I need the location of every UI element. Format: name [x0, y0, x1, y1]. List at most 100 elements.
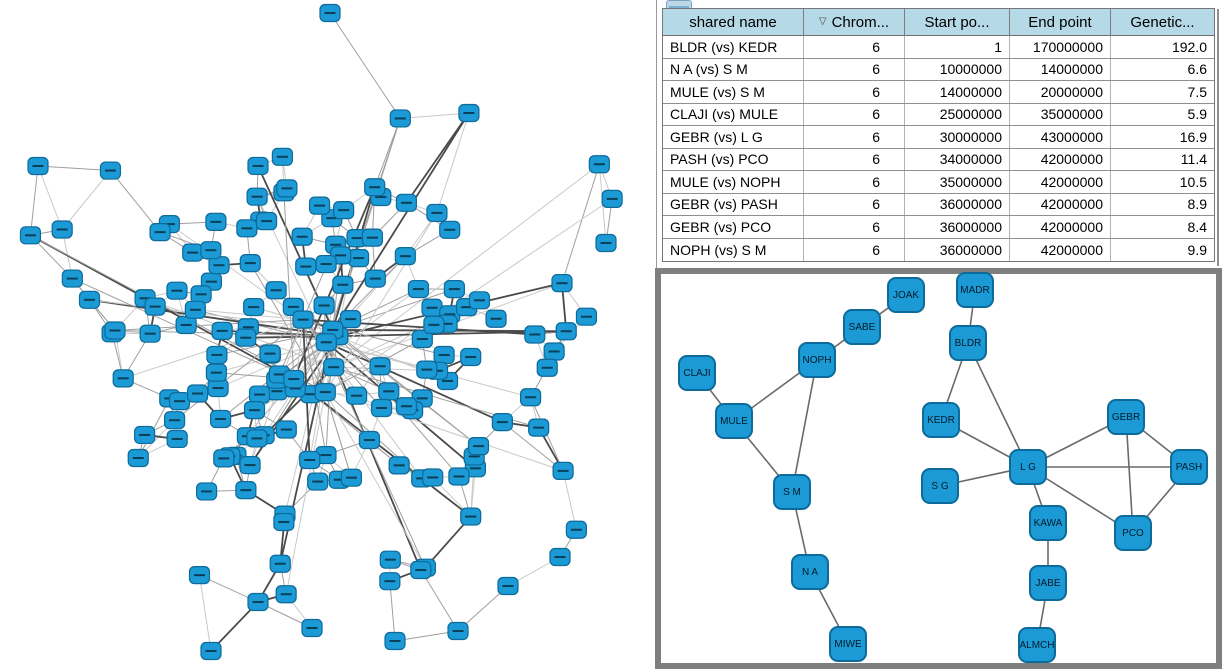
network-node[interactable]	[307, 472, 329, 491]
network-node[interactable]	[166, 429, 188, 449]
network-node[interactable]	[314, 382, 336, 402]
network-node[interactable]	[275, 420, 297, 439]
network-node[interactable]	[166, 281, 188, 300]
table-row[interactable]: GEBR (vs) PASH 6 36000000 42000000 8.9	[663, 193, 1214, 216]
table-row[interactable]: MULE (vs) S M 6 14000000 20000000 7.5	[663, 81, 1214, 104]
network-node[interactable]	[394, 247, 416, 266]
network-node[interactable]	[61, 269, 83, 288]
table-scrollbar-track[interactable]	[1217, 9, 1219, 266]
network-node[interactable]	[323, 358, 345, 377]
network-node[interactable]	[291, 227, 313, 246]
network-node[interactable]	[364, 269, 386, 288]
network-node[interactable]	[422, 468, 444, 487]
network-node[interactable]	[313, 296, 335, 315]
network-node[interactable]	[149, 223, 171, 242]
network-node[interactable]	[369, 357, 391, 376]
network-node[interactable]	[384, 631, 406, 651]
network-node[interactable]	[235, 328, 257, 347]
subnetwork-node-claji[interactable]: CLAJI	[678, 355, 716, 391]
network-node[interactable]	[358, 430, 381, 450]
network-node[interactable]	[163, 411, 186, 430]
network-node[interactable]	[19, 226, 42, 245]
subnetwork-node-almch[interactable]: ALMCH	[1018, 627, 1056, 663]
network-node[interactable]	[378, 382, 400, 401]
network-node[interactable]	[275, 585, 297, 604]
network-node[interactable]	[595, 233, 617, 253]
network-node[interactable]	[269, 554, 291, 573]
network-node[interactable]	[99, 161, 122, 180]
network-node[interactable]	[411, 329, 433, 349]
network-node[interactable]	[144, 297, 166, 316]
subnetwork-node-joak[interactable]: JOAK	[887, 277, 925, 313]
network-node[interactable]	[601, 189, 623, 208]
network-node[interactable]	[168, 392, 191, 411]
table-row[interactable]: PASH (vs) PCO 6 34000000 42000000 11.4	[663, 148, 1214, 171]
network-node[interactable]	[236, 219, 258, 238]
network-node[interactable]	[389, 109, 411, 128]
network-node[interactable]	[333, 201, 355, 220]
network-node[interactable]	[255, 212, 278, 231]
network-node[interactable]	[340, 468, 363, 487]
network-node[interactable]	[460, 507, 482, 526]
network-node[interactable]	[520, 388, 542, 407]
network-node[interactable]	[395, 193, 418, 212]
network-node[interactable]	[139, 324, 161, 343]
table-row[interactable]: CLAJI (vs) MULE 6 25000000 35000000 5.9	[663, 103, 1214, 126]
table-row[interactable]: GEBR (vs) PCO 6 36000000 42000000 8.4	[663, 216, 1214, 239]
column-header-chrom[interactable]: ▽ Chrom...	[804, 9, 905, 36]
subnetwork-node-sm[interactable]: S M	[773, 474, 811, 510]
network-node[interactable]	[565, 520, 587, 539]
subnetwork-node-madr[interactable]: MADR	[956, 272, 994, 308]
network-node[interactable]	[134, 425, 156, 445]
network-node[interactable]	[423, 315, 445, 334]
subnetwork-node-lg[interactable]: L G	[1009, 449, 1047, 485]
network-node[interactable]	[395, 397, 418, 416]
network-node[interactable]	[407, 279, 430, 299]
table-row[interactable]: BLDR (vs) KEDR 6 1 170000000 192.0	[663, 36, 1214, 59]
network-node[interactable]	[364, 178, 386, 197]
network-node[interactable]	[543, 342, 565, 361]
subnetwork-node-pco[interactable]: PCO	[1114, 515, 1152, 551]
table-row[interactable]: GEBR (vs) L G 6 30000000 43000000 16.9	[663, 126, 1214, 149]
network-node[interactable]	[319, 3, 341, 23]
subnetwork-node-jabe[interactable]: JABE	[1029, 565, 1067, 601]
network-node[interactable]	[200, 241, 222, 260]
subnetwork-node-na[interactable]: N A	[791, 554, 829, 590]
network-node[interactable]	[308, 196, 331, 215]
subnetwork-view[interactable]: JOAK SABE NOPH CLAJI MULE S M N A MIWE MADR BLDR K…	[661, 272, 1216, 663]
network-node[interactable]	[239, 254, 261, 273]
network-node[interactable]	[27, 156, 49, 176]
network-node[interactable]	[528, 418, 550, 437]
table-row[interactable]: MULE (vs) NOPH 6 35000000 42000000 10.5	[663, 171, 1214, 194]
network-node[interactable]	[283, 369, 305, 389]
network-node[interactable]	[301, 618, 323, 638]
subnetwork-node-pash[interactable]: PASH	[1170, 449, 1208, 485]
filter-icon[interactable]: ▽	[818, 15, 827, 27]
network-node[interactable]	[379, 550, 401, 569]
network-node[interactable]	[51, 220, 73, 239]
network-node[interactable]	[248, 385, 271, 404]
network-node[interactable]	[426, 203, 448, 223]
network-node[interactable]	[188, 566, 211, 585]
network-node[interactable]	[175, 315, 197, 335]
network-node[interactable]	[243, 297, 265, 317]
table-tab-stub[interactable]	[666, 0, 692, 9]
network-node[interactable]	[295, 257, 317, 276]
network-node[interactable]	[247, 592, 269, 612]
network-node[interactable]	[243, 401, 266, 420]
subnetwork-node-noph[interactable]: NOPH	[798, 342, 836, 378]
network-node[interactable]	[524, 325, 546, 344]
network-node[interactable]	[271, 147, 294, 166]
network-node[interactable]	[361, 228, 384, 247]
network-node[interactable]	[206, 345, 228, 365]
column-header-genetic[interactable]: Genetic...	[1111, 9, 1214, 36]
network-node[interactable]	[213, 449, 235, 468]
network-node[interactable]	[239, 455, 261, 475]
network-node[interactable]	[273, 512, 295, 532]
subnetwork-node-sabe[interactable]: SABE	[843, 309, 881, 345]
network-node[interactable]	[421, 298, 443, 317]
network-node[interactable]	[439, 220, 461, 239]
network-node[interactable]	[315, 333, 337, 352]
network-node[interactable]	[276, 179, 298, 198]
network-node[interactable]	[458, 103, 480, 123]
